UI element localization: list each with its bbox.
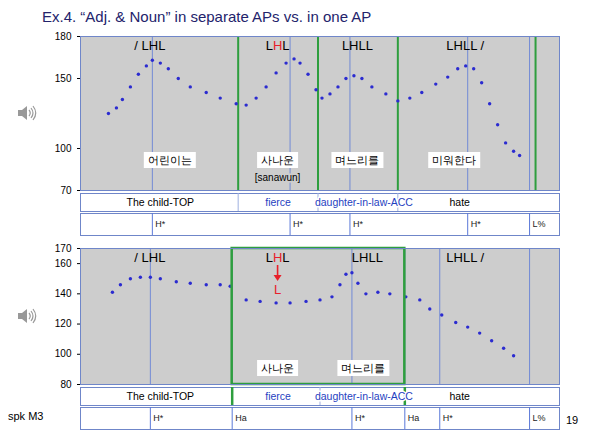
svg-text:180: 180 bbox=[55, 31, 72, 42]
svg-text:Ha: Ha bbox=[408, 413, 420, 423]
svg-text:[sanawun]: [sanawun] bbox=[255, 172, 301, 183]
svg-text:H*: H* bbox=[153, 413, 163, 423]
svg-text:H*: H* bbox=[155, 219, 165, 229]
svg-text:며느리를: 며느리를 bbox=[335, 154, 379, 166]
svg-text:LHLL: LHLL bbox=[352, 250, 383, 265]
svg-text:The child-TOP: The child-TOP bbox=[127, 196, 195, 208]
svg-text:Ha: Ha bbox=[235, 413, 247, 423]
html-text:Ex.4. “Adj. & Noun” in separat: Ex.4. “Adj. & Noun” in separate APs vs. … bbox=[42, 8, 372, 25]
svg-text:160: 160 bbox=[55, 258, 72, 269]
svg-text:LHL: LHL bbox=[266, 250, 290, 265]
svg-text:사나운: 사나운 bbox=[261, 362, 294, 374]
svg-text:H*: H* bbox=[471, 219, 481, 229]
svg-text:L: L bbox=[274, 282, 281, 297]
svg-text:H*: H* bbox=[293, 219, 303, 229]
svg-text:hate: hate bbox=[449, 390, 470, 402]
svg-text:어린이는: 어린이는 bbox=[148, 154, 192, 166]
svg-text:80: 80 bbox=[60, 379, 72, 390]
svg-text:사나운: 사나운 bbox=[261, 154, 294, 166]
svg-text:LHLL /: LHLL / bbox=[446, 38, 484, 53]
svg-text:fierce: fierce bbox=[265, 390, 291, 402]
svg-text:fierce: fierce bbox=[265, 196, 291, 208]
svg-text:LHLL /: LHLL / bbox=[446, 250, 484, 265]
svg-text:며느리를: 며느리를 bbox=[341, 362, 385, 374]
svg-text:hate: hate bbox=[449, 196, 470, 208]
svg-text:100: 100 bbox=[55, 348, 72, 359]
svg-text:daughter-in-law-ACC: daughter-in-law-ACC bbox=[315, 196, 413, 208]
html-text:spk M3: spk M3 bbox=[8, 410, 44, 422]
svg-text:170: 170 bbox=[55, 243, 72, 254]
svg-text:daughter-in-law-ACC: daughter-in-law-ACC bbox=[315, 390, 413, 402]
svg-text:70: 70 bbox=[60, 185, 72, 196]
html-text:19: 19 bbox=[566, 414, 579, 426]
svg-text:/ LHL: / LHL bbox=[134, 38, 165, 53]
svg-text:L%: L% bbox=[533, 219, 546, 229]
svg-text:L%: L% bbox=[533, 413, 546, 423]
svg-text:미워한다: 미워한다 bbox=[432, 154, 476, 166]
svg-text:140: 140 bbox=[55, 288, 72, 299]
svg-text:H*: H* bbox=[353, 219, 363, 229]
svg-text:120: 120 bbox=[55, 318, 72, 329]
svg-text:The child-TOP: The child-TOP bbox=[127, 390, 195, 402]
svg-text:LHL: LHL bbox=[266, 38, 290, 53]
svg-text:H*: H* bbox=[355, 413, 365, 423]
svg-text:150: 150 bbox=[55, 73, 72, 84]
svg-text:100: 100 bbox=[55, 143, 72, 154]
svg-text:LHLL: LHLL bbox=[342, 38, 373, 53]
svg-text:H*: H* bbox=[443, 413, 453, 423]
svg-text:/ LHL: / LHL bbox=[134, 250, 165, 265]
